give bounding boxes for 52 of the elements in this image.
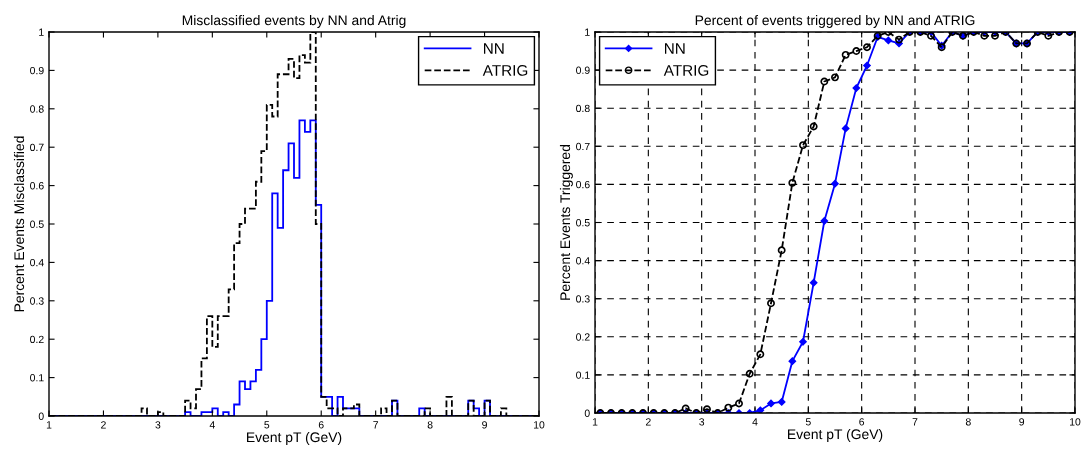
y-tick-label: 0.2	[576, 333, 590, 341]
y-axis-title: Percent Events Triggered	[559, 145, 573, 300]
y-tick-label: 0.8	[30, 105, 44, 113]
x-tick-label: 6	[859, 418, 865, 426]
x-tick-label: 10	[1070, 418, 1081, 426]
legend-label: ATRIG	[482, 64, 528, 76]
y-tick-label: 0.5	[30, 220, 44, 228]
x-tick-label: 9	[482, 421, 487, 429]
x-tick-label: 7	[373, 421, 379, 429]
x-tick-label: 1	[46, 421, 52, 429]
y-tick-label: 0.2	[30, 335, 44, 344]
y-tick-label: 1	[39, 28, 44, 36]
y-tick-label: 0.1	[30, 374, 44, 382]
y-tick-label: 0.4	[576, 257, 590, 265]
chart-title: Percent of events triggered by NN and ATRIG	[695, 14, 975, 28]
y-tick-label: 0.3	[576, 295, 590, 303]
x-tick-label: 1	[592, 418, 598, 426]
x-tick-label: 2	[645, 418, 651, 426]
y-tick-label: 0	[38, 412, 44, 420]
x-axis-title: Event pT (GeV)	[247, 431, 342, 445]
x-tick-label: 6	[318, 421, 324, 429]
y-axis-title: Percent Events Misclassified	[13, 136, 25, 312]
y-tick-label: 0.8	[576, 104, 590, 113]
x-tick-label: 5	[805, 418, 811, 426]
y-tick-label: 0.9	[30, 66, 44, 75]
y-tick-label: 0.7	[30, 143, 44, 152]
x-tick-label: 8	[965, 418, 971, 426]
x-tick-label: 3	[155, 421, 161, 429]
y-tick-label: 0.3	[30, 297, 44, 305]
x-tick-label: 9	[1019, 418, 1025, 426]
legend-label: NN	[484, 43, 504, 54]
y-tick-label: 0.5	[576, 219, 590, 227]
y-tick-label: 0.7	[576, 142, 590, 151]
y-tick-label: 0.4	[30, 258, 44, 267]
x-tick-label: 2	[101, 421, 106, 429]
y-tick-label: 1	[585, 28, 590, 36]
x-tick-label: 7	[912, 418, 918, 426]
chart-title: Misclassified events by NN and Atrig	[182, 14, 406, 28]
x-tick-label: 8	[427, 421, 433, 429]
legend-label: NN	[665, 43, 685, 54]
x-tick-label: 5	[264, 421, 270, 429]
x-tick-label: 4	[209, 421, 215, 429]
x-tick-label: 3	[699, 418, 705, 426]
y-tick-label: 0.9	[576, 66, 590, 74]
y-tick-label: 0	[584, 409, 590, 417]
x-tick-label: 10	[534, 421, 545, 429]
y-tick-label: 0.1	[576, 371, 590, 379]
y-tick-label: 0.6	[576, 180, 590, 189]
legend-label: ATRIG	[663, 64, 709, 76]
x-axis-title: Event pT (GeV)	[788, 428, 883, 442]
y-tick-label: 0.6	[30, 182, 44, 190]
x-tick-label: 4	[752, 418, 758, 426]
